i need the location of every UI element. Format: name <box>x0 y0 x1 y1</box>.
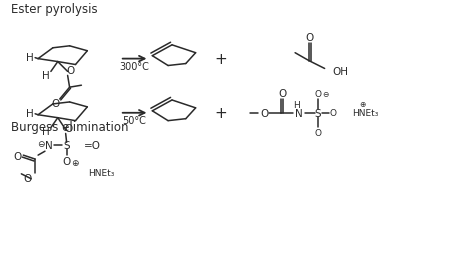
Text: Ester pyrolysis: Ester pyrolysis <box>11 3 98 16</box>
Text: N: N <box>45 141 53 151</box>
Text: H: H <box>27 52 34 62</box>
Text: +: + <box>214 52 227 67</box>
Text: ⊖: ⊖ <box>322 89 329 98</box>
Text: H: H <box>42 127 50 137</box>
Text: H: H <box>27 108 34 118</box>
Text: =O: =O <box>84 141 101 151</box>
Text: O: O <box>278 89 286 99</box>
Text: O: O <box>13 151 21 162</box>
Text: +: + <box>214 106 227 121</box>
Text: 50°C: 50°C <box>123 115 146 125</box>
Text: H: H <box>42 71 50 81</box>
Text: Burgess elimination: Burgess elimination <box>11 121 129 134</box>
Text: OH: OH <box>333 67 348 77</box>
Text: O: O <box>23 173 31 183</box>
Text: ⊕: ⊕ <box>359 100 365 109</box>
Text: O: O <box>314 89 321 98</box>
Text: ⊕: ⊕ <box>71 158 78 167</box>
Text: O: O <box>52 99 60 108</box>
Text: S: S <box>314 108 321 118</box>
Text: N: N <box>295 108 303 118</box>
Text: HNEt₃: HNEt₃ <box>88 169 115 178</box>
Text: O: O <box>63 156 71 166</box>
Text: S: S <box>64 141 70 151</box>
Text: O: O <box>66 66 75 76</box>
Text: O: O <box>329 109 336 118</box>
Text: O: O <box>314 129 321 137</box>
Text: 300°C: 300°C <box>119 61 149 71</box>
Text: ⊖: ⊖ <box>37 139 45 148</box>
Text: O: O <box>306 33 314 43</box>
Text: HNEt₃: HNEt₃ <box>352 109 379 118</box>
Text: O: O <box>64 123 73 133</box>
Text: O: O <box>260 108 269 118</box>
Text: H: H <box>293 101 300 110</box>
